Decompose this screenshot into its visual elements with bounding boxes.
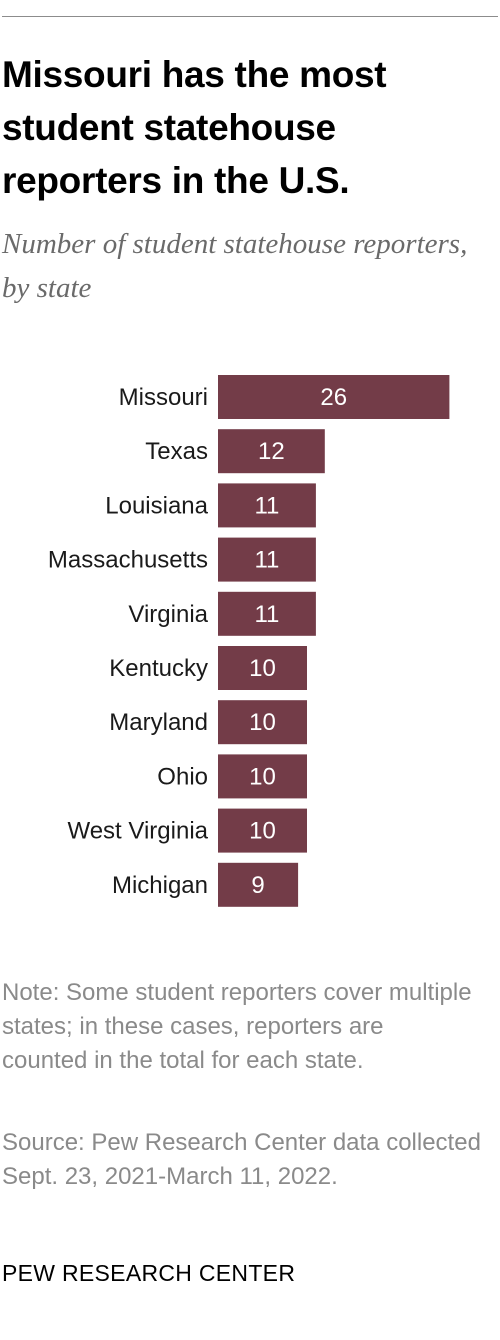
bar-row-maryland: Maryland 10 bbox=[109, 700, 307, 745]
bar-row-missouri: Missouri 26 bbox=[119, 375, 450, 419]
chart-subtitle: Number of student statehouse reporters, … bbox=[2, 228, 468, 304]
top-rule bbox=[2, 16, 498, 17]
category-label: Kentucky bbox=[109, 655, 208, 682]
bar bbox=[218, 537, 316, 582]
bar bbox=[218, 375, 450, 419]
bar-row-massachusetts: Massachusetts 11 bbox=[48, 537, 316, 582]
bar bbox=[218, 483, 316, 528]
bar bbox=[218, 808, 307, 853]
value-label: 10 bbox=[249, 763, 276, 790]
bar bbox=[218, 429, 325, 474]
bar-row-louisiana: Louisiana 11 bbox=[105, 483, 316, 528]
chart-note: Note: Some student reporters cover multi… bbox=[2, 979, 472, 1074]
category-label: Maryland bbox=[109, 709, 208, 736]
bar bbox=[218, 862, 299, 907]
category-label: Ohio bbox=[157, 763, 208, 790]
category-label: Texas bbox=[145, 438, 208, 465]
value-label: 10 bbox=[249, 818, 276, 845]
bar bbox=[218, 646, 307, 690]
bar-row-kentucky: Kentucky 10 bbox=[109, 646, 307, 690]
value-label: 12 bbox=[258, 438, 285, 465]
category-label: Michigan bbox=[112, 872, 208, 899]
category-label: Virginia bbox=[128, 601, 208, 628]
bar bbox=[218, 591, 316, 636]
category-label: Louisiana bbox=[105, 492, 208, 519]
value-label: 11 bbox=[254, 601, 279, 628]
bar-row-ohio: Ohio 10 bbox=[157, 754, 307, 799]
chart-title: Missouri has the most student statehouse… bbox=[2, 54, 387, 201]
category-label: Missouri bbox=[119, 384, 208, 411]
category-label: West Virginia bbox=[67, 818, 208, 845]
value-label: 9 bbox=[251, 872, 264, 899]
chart-source: Source: Pew Research Center data collect… bbox=[2, 1129, 481, 1190]
value-label: 11 bbox=[254, 492, 279, 519]
value-label: 11 bbox=[254, 547, 279, 574]
value-label: 26 bbox=[320, 384, 347, 411]
bar-row-michigan: Michigan 9 bbox=[112, 862, 299, 907]
bar bbox=[218, 700, 307, 745]
bar-row-texas: Texas 12 bbox=[145, 429, 325, 474]
bar-row-west-virginia: West Virginia 10 bbox=[67, 808, 307, 853]
bar bbox=[218, 754, 307, 799]
category-label: Massachusetts bbox=[48, 547, 208, 574]
pew-credit: PEW RESEARCH CENTER bbox=[2, 1260, 296, 1286]
bar-row-virginia: Virginia 11 bbox=[128, 591, 316, 636]
value-label: 10 bbox=[249, 709, 276, 736]
value-label: 10 bbox=[249, 655, 276, 682]
